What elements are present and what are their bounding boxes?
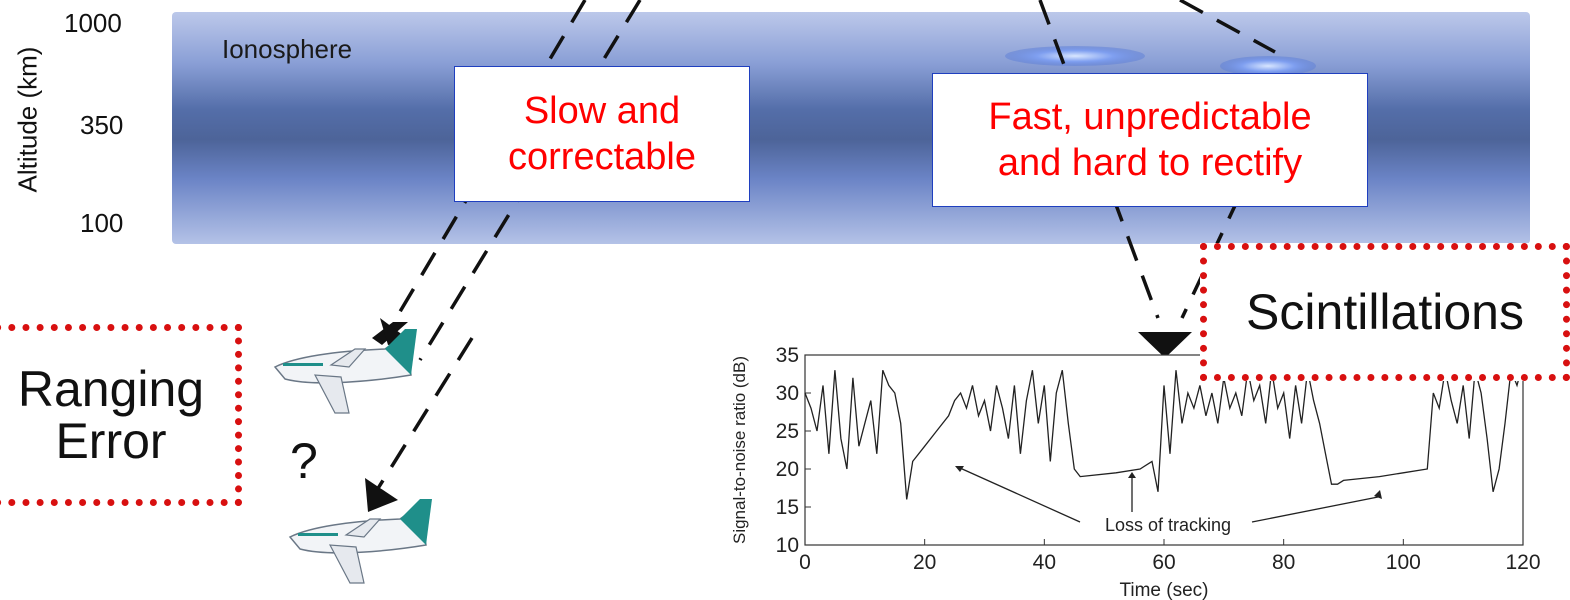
annotation-arrow-3: [1251, 496, 1379, 523]
signal-path-3: [370, 337, 474, 499]
slow-callout-line-2: correctable: [508, 136, 696, 178]
scintillations-label: Scintillations: [1246, 284, 1524, 340]
fast-unpredictable-callout: Fast, unpredictable and hard to rectify: [932, 73, 1368, 207]
annotation-arrowhead-2: [1128, 472, 1136, 478]
annotation-arrowhead-3: [1374, 490, 1382, 499]
ionosphere-label: Ionosphere: [222, 34, 353, 64]
x-tick-label: 100: [1386, 551, 1421, 574]
snr-series-line: [804, 362, 1524, 500]
y-tick-label: 25: [776, 420, 799, 443]
altitude-tick-1000: 1000: [64, 8, 122, 38]
chart-y-axis-label: Signal-to-noise ratio (dB): [730, 356, 749, 544]
x-tick-label: 20: [913, 551, 936, 574]
annotation-arrow-1: [959, 467, 1081, 523]
arrow-head-3: [1138, 332, 1192, 358]
scintillations-box: Scintillations: [1200, 243, 1570, 381]
signal-path-1: [380, 0, 587, 343]
aircraft-icon: [273, 329, 417, 414]
altitude-tick-350: 350: [80, 110, 124, 140]
slow-correctable-callout: Slow and correctable: [454, 66, 750, 202]
snr-chart: 0 20 40 60 80 100 120 10 15 20 25 30 35 Loss of trac…: [730, 344, 1541, 600]
slow-callout-line-1: Slow and: [523, 90, 681, 132]
fast-callout-line-1: Fast, unpredictable: [988, 96, 1312, 138]
x-tick-label: 0: [799, 551, 811, 574]
y-tick-label: 10: [776, 534, 799, 557]
y-tick-label: 15: [776, 496, 799, 519]
fast-callout-line-2: and hard to rectify: [997, 142, 1303, 184]
x-tick-label: 40: [1033, 551, 1056, 574]
plasma-bubble-2: [1220, 56, 1316, 76]
signal-path-5: [1179, 0, 1276, 54]
y-tick-label: 30: [776, 382, 799, 405]
ranging-error-line-2: Error: [55, 413, 167, 469]
question-mark: ?: [290, 433, 318, 489]
ranging-error-line-1: Ranging: [17, 361, 205, 417]
chart-x-axis-label: Time (sec): [1119, 580, 1208, 600]
ranging-error-box: Ranging Error: [0, 324, 242, 506]
altitude-tick-100: 100: [80, 208, 124, 238]
y-tick-label: 20: [776, 458, 799, 481]
x-tick-label: 80: [1272, 551, 1295, 574]
annotation-arrowhead-1: [955, 466, 964, 472]
plasma-bubble-1: [1005, 46, 1145, 66]
arrow-head-2: [365, 478, 398, 512]
y-tick-label: 35: [776, 344, 799, 367]
aircraft-icon: [288, 499, 432, 584]
loss-of-tracking-label: Loss of tracking: [1105, 515, 1231, 535]
x-tick-label: 60: [1152, 551, 1175, 574]
x-tick-label: 120: [1505, 551, 1540, 574]
